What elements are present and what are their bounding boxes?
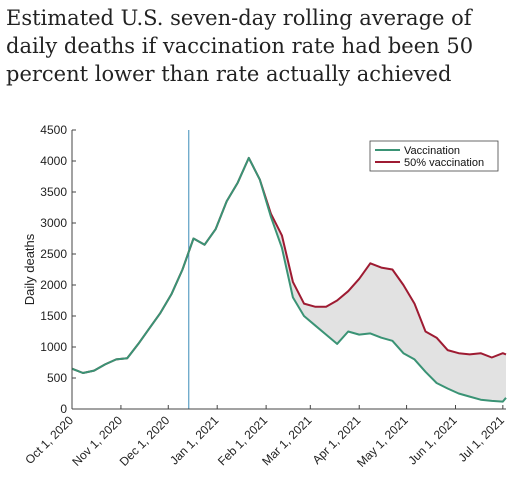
y-tick-label: 0 [60, 402, 67, 416]
legend-box [369, 140, 499, 172]
y-tick-label: 3000 [40, 216, 67, 230]
x-tick-label: Dec 1, 2020 [117, 413, 173, 469]
y-tick-label: 500 [47, 371, 67, 385]
series-line-50-percent-vaccination [71, 156, 507, 374]
legend-label-50-percent-vaccination: 50% vaccination [404, 157, 484, 169]
chart-title: Estimated U.S. seven-day rolling average… [6, 6, 474, 86]
legend-label-vaccination: Vaccination [404, 145, 460, 157]
tick-labels-layer: 050010001500200025003000350040004500Oct … [22, 123, 507, 470]
series-lines-layer [71, 156, 507, 403]
x-tick-label: Jul 1, 2021 [456, 413, 508, 465]
y-tick-label: 2000 [40, 278, 67, 292]
y-tick-label: 3500 [40, 185, 67, 199]
y-tick-label: 2500 [40, 247, 67, 261]
y-tick-label: 1500 [40, 309, 67, 323]
y-tick-label: 4500 [40, 123, 67, 137]
x-tick-label: May 1, 2021 [354, 413, 411, 470]
x-tick-label: Jun 1, 2021 [405, 413, 459, 467]
y-axis-label: Daily deaths [22, 233, 37, 305]
y-tick-label: 1000 [40, 340, 67, 354]
y-tick-label: 4000 [40, 154, 67, 168]
series-line-vaccination [71, 156, 507, 403]
axes-layer [71, 130, 506, 410]
x-tick-label: Jan 1, 2021 [167, 413, 221, 467]
